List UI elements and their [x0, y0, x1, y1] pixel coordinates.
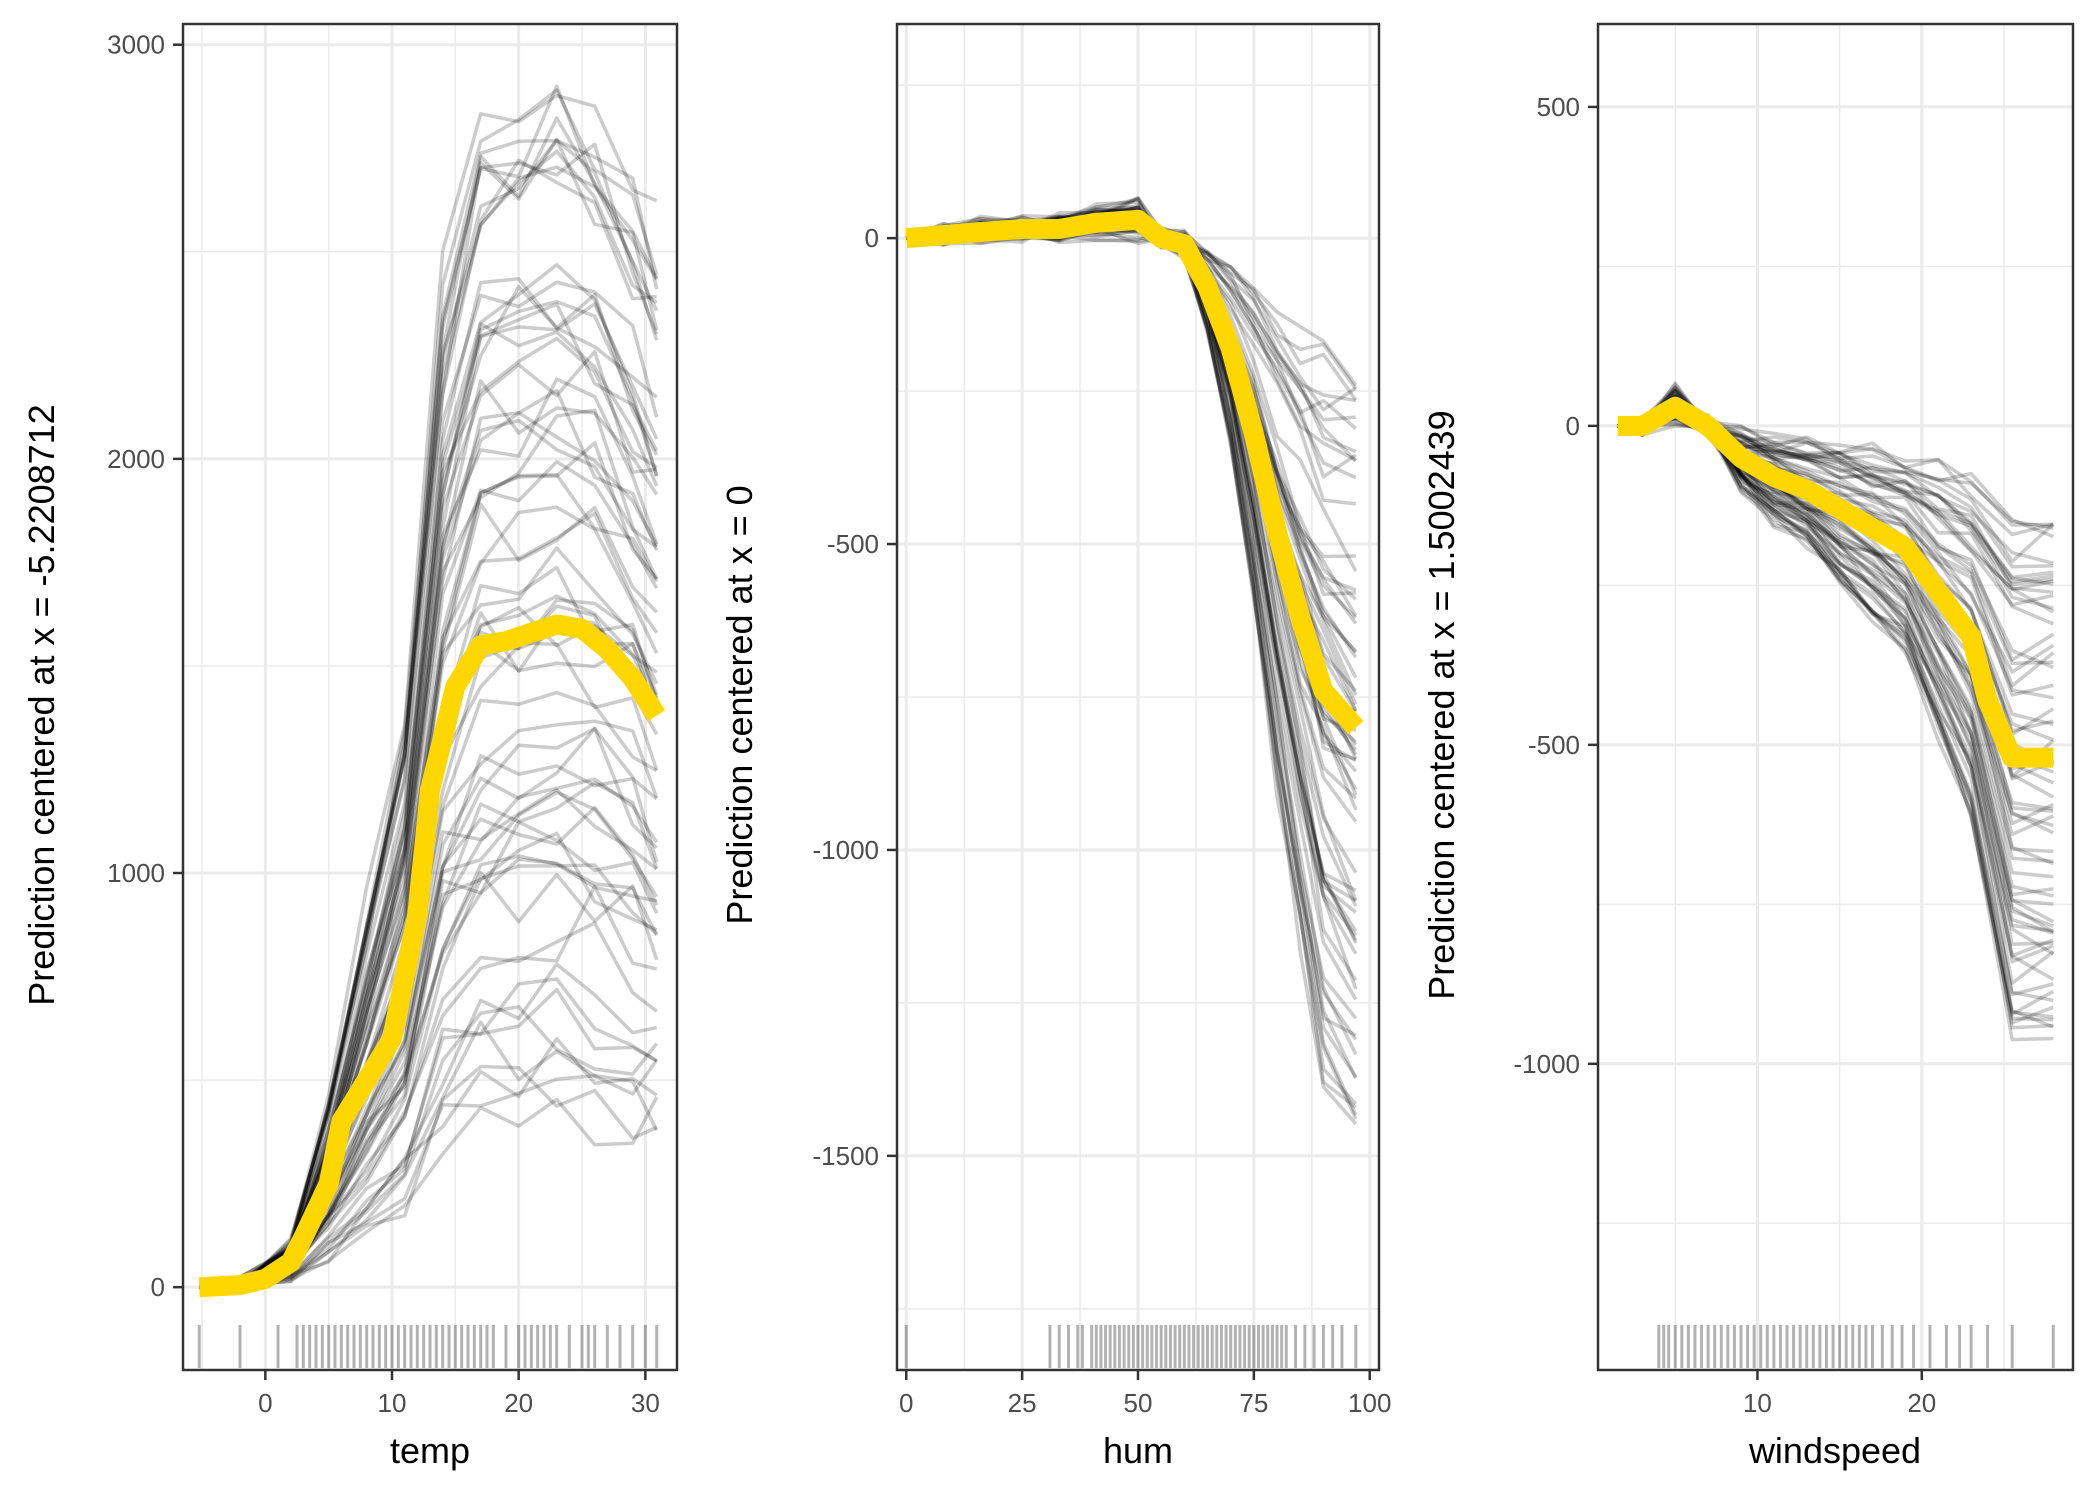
- rug-hum: [904, 1325, 1358, 1368]
- rug-temp: [197, 1325, 659, 1368]
- ice-line-windspeed: [1617, 385, 2054, 1042]
- y-tick-label-hum: 0: [865, 223, 879, 253]
- x-tick-label-temp: 10: [378, 1388, 407, 1418]
- pdp-line-hum: [905, 209, 1364, 735]
- x-tick-label-hum: 0: [899, 1388, 913, 1418]
- grid-hum: [897, 24, 1379, 1370]
- pdp-line-windspeed: [1617, 396, 2054, 768]
- y-tick-label-windspeed: 0: [1566, 411, 1580, 441]
- pdp-line-temp: [198, 614, 666, 1298]
- ice-line-windspeed: [1617, 422, 2054, 530]
- ice-line-windspeed: [1617, 388, 2054, 1022]
- y-tick-label-temp: 2000: [107, 444, 165, 474]
- y-tick-label-temp: 1000: [107, 858, 165, 888]
- ice-line-temp: [199, 158, 657, 1290]
- ice-line-temp: [199, 1096, 659, 1292]
- x-tick-label-hum: 25: [1008, 1388, 1037, 1418]
- x-axis-title-temp: temp: [390, 1430, 470, 1471]
- x-tick-label-temp: 0: [258, 1388, 272, 1418]
- ice-line-hum: [906, 221, 1357, 480]
- ice-line-temp: [199, 138, 659, 1291]
- ice-line-temp: [199, 1073, 659, 1289]
- ice-line-temp: [199, 1037, 658, 1293]
- x-tick-label-temp: 20: [504, 1388, 533, 1418]
- ice-line-temp: [199, 1020, 659, 1289]
- ice-line-temp: [199, 1064, 658, 1289]
- ice-line-windspeed: [1617, 388, 2055, 986]
- y-tick-label-windspeed: -1000: [1514, 1049, 1581, 1079]
- y-axis-title-hum: Prediction centered at x = 0: [719, 485, 760, 924]
- ice-line-temp: [199, 987, 658, 1289]
- x-tick-label-windspeed: 10: [1743, 1388, 1772, 1418]
- ice-line-temp: [199, 1005, 659, 1289]
- ice-line-windspeed: [1617, 388, 2054, 958]
- panel-windspeed: windspeed Prediction centered at x = 1.5…: [1421, 22, 2075, 1471]
- x-tick-label-temp: 30: [631, 1388, 660, 1418]
- ice-line-windspeed: [1617, 382, 2054, 1025]
- rug-windspeed: [1657, 1325, 2055, 1368]
- y-tick-label-hum: -1000: [813, 835, 880, 865]
- x-axis-title-windspeed: windspeed: [1748, 1430, 1921, 1471]
- ice-line-windspeed: [1617, 388, 2054, 897]
- ice-line-temp: [198, 962, 658, 1289]
- ice-line-temp: [199, 977, 658, 1289]
- ice-line-windspeed: [1617, 386, 2054, 997]
- y-tick-label-temp: 3000: [107, 30, 165, 60]
- x-axis-title-hum: hum: [1103, 1430, 1173, 1471]
- panel-border-temp: [181, 22, 679, 1372]
- panel-hum: hum Prediction centered at x = 0 -1500 -1…: [719, 22, 1391, 1471]
- panel-temp: temp Prediction centered at x = -5.22087…: [21, 22, 679, 1471]
- ice-line-windspeed: [1617, 421, 2054, 610]
- ice-line-windspeed: [1617, 385, 2054, 1030]
- y-tick-label-hum: -500: [827, 529, 879, 559]
- y-axis-title-windspeed: Prediction centered at x = 1.5002439: [1421, 410, 1462, 999]
- grid-windspeed: [1598, 24, 2073, 1370]
- y-tick-label-temp: 0: [151, 1272, 165, 1302]
- ice-line-windspeed: [1617, 381, 2054, 1029]
- x-tick-label-hum: 50: [1124, 1388, 1153, 1418]
- y-axis-title-temp: Prediction centered at x = -5.2208712: [21, 404, 62, 1005]
- y-tick-label-hum: -1500: [813, 1141, 880, 1171]
- ice-line-windspeed: [1617, 424, 2054, 539]
- x-tick-label-windspeed: 20: [1907, 1388, 1936, 1418]
- ice-line-temp: [199, 805, 659, 1291]
- x-tick-label-hum: 100: [1348, 1388, 1391, 1418]
- x-tick-label-hum: 75: [1239, 1388, 1268, 1418]
- y-tick-label-windspeed: -500: [1528, 730, 1580, 760]
- panel-border-windspeed: [1596, 22, 2075, 1372]
- ice-line-windspeed: [1617, 419, 2054, 565]
- y-tick-label-windspeed: 500: [1537, 92, 1580, 122]
